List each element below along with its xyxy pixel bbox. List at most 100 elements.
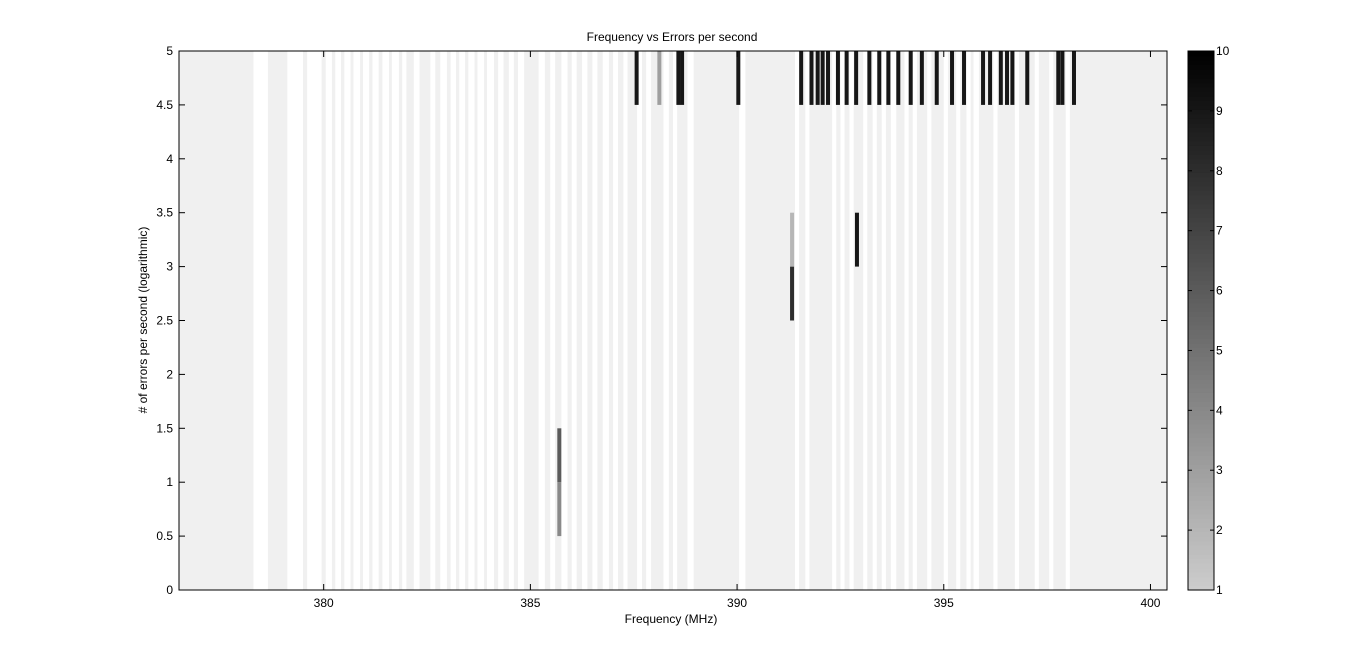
colorbar-segment — [1188, 585, 1214, 591]
channel-band — [849, 51, 854, 590]
colorbar-tick-label: 10 — [1216, 44, 1230, 58]
colorbar-segment — [1188, 423, 1214, 429]
colorbar-segment — [1188, 203, 1214, 209]
heatmap-cell — [680, 51, 685, 105]
colorbar-segment — [1188, 302, 1214, 308]
colorbar-segment — [1188, 450, 1214, 456]
colorbar-segment — [1188, 280, 1214, 286]
y-tick-label: 4 — [166, 152, 173, 166]
heatmap-cell — [886, 51, 891, 105]
colorbar-segment — [1188, 549, 1214, 555]
channel-band — [307, 51, 322, 590]
colorbar-segment — [1188, 239, 1214, 245]
colorbar-segment — [1188, 558, 1214, 564]
heatmap-cell — [934, 51, 939, 105]
y-tick-label: 0.5 — [156, 529, 173, 543]
colorbar-segment — [1188, 383, 1214, 389]
colorbar-segment — [1188, 248, 1214, 254]
colorbar-tick-label: 6 — [1216, 284, 1223, 298]
colorbar-segment — [1188, 136, 1214, 142]
colorbar-segment — [1188, 289, 1214, 295]
channel-band — [687, 51, 694, 590]
colorbar-segment — [1188, 113, 1214, 119]
colorbar-segment — [1188, 190, 1214, 196]
heatmap-cell — [790, 266, 795, 321]
colorbar-segment — [1188, 320, 1214, 326]
channel-band — [637, 51, 642, 590]
colorbar-segment — [1188, 378, 1214, 384]
channel-band — [663, 51, 669, 590]
channel-band — [1014, 51, 1020, 590]
colorbar-segment — [1188, 437, 1214, 443]
colorbar-segment — [1188, 342, 1214, 349]
colorbar-segment — [1188, 122, 1214, 128]
colorbar-segment — [1188, 104, 1214, 110]
heatmap-cell — [736, 51, 741, 105]
colorbar-segment — [1188, 185, 1214, 191]
channel-band — [1049, 51, 1054, 590]
colorbar-segment — [1188, 199, 1214, 205]
heatmap-cell — [557, 482, 562, 537]
colorbar-segment — [1188, 563, 1214, 569]
colorbar-segment — [1188, 158, 1214, 164]
channel-band — [344, 51, 351, 590]
heatmap-cell — [634, 51, 639, 105]
colorbar-segment — [1188, 176, 1214, 182]
y-tick-label: 0 — [166, 583, 173, 597]
colorbar-segment — [1188, 477, 1214, 483]
channel-band — [550, 51, 556, 590]
x-tick-label: 380 — [314, 596, 334, 610]
channel-band — [881, 51, 886, 590]
channel-band — [450, 51, 456, 590]
colorbar-segment — [1188, 149, 1214, 155]
y-tick-label: 4.5 — [156, 98, 173, 112]
colorbar-segment — [1188, 504, 1214, 510]
colorbar-segment — [1188, 140, 1214, 146]
colorbar-segment — [1188, 459, 1214, 465]
colorbar-segment — [1188, 127, 1214, 133]
channel-band — [287, 51, 304, 590]
colorbar-segment — [1188, 522, 1214, 528]
colorbar-segment — [1188, 509, 1214, 515]
channel-band — [943, 51, 948, 590]
heatmap-cell — [877, 51, 882, 105]
colorbar-segment — [1188, 531, 1214, 537]
heatmap-cell — [844, 51, 849, 105]
heatmap-cell — [1056, 51, 1061, 105]
colorbar-segment — [1188, 73, 1214, 79]
channel-band — [805, 51, 810, 590]
y-tick-label: 3.5 — [156, 206, 173, 220]
channel-band — [832, 51, 837, 590]
colorbar-segment — [1188, 226, 1214, 232]
colorbar-segment — [1188, 55, 1214, 61]
channel-band — [794, 51, 800, 590]
channel-band — [582, 51, 588, 590]
colorbar-segment — [1188, 351, 1214, 358]
colorbar-segment — [1188, 540, 1214, 546]
colorbar-segment — [1188, 82, 1214, 88]
heatmap-cell — [835, 51, 840, 105]
colorbar-segment — [1188, 275, 1214, 281]
colorbar-segment — [1188, 91, 1214, 97]
channel-band — [1034, 51, 1039, 590]
colorbar-segment — [1188, 374, 1214, 380]
channel-band — [912, 51, 917, 590]
heatmap-cell — [657, 51, 662, 105]
channel-band — [402, 51, 407, 590]
colorbar-segment — [1188, 131, 1214, 137]
colorbar-segment — [1188, 441, 1214, 447]
colorbar-segment — [1188, 86, 1214, 93]
colorbar-tick-label: 9 — [1216, 104, 1223, 118]
heatmap-cell — [1010, 51, 1015, 105]
x-tick-label: 385 — [520, 596, 540, 610]
y-tick-label: 1 — [166, 475, 173, 489]
channel-band — [538, 51, 545, 590]
channel-band — [673, 51, 678, 590]
heatmap-cell — [854, 212, 859, 267]
channel-band — [840, 51, 845, 590]
heatmap-cell — [919, 51, 924, 105]
heatmap-cell — [809, 51, 814, 105]
channel-band — [993, 51, 998, 590]
colorbar-segment — [1188, 167, 1214, 173]
